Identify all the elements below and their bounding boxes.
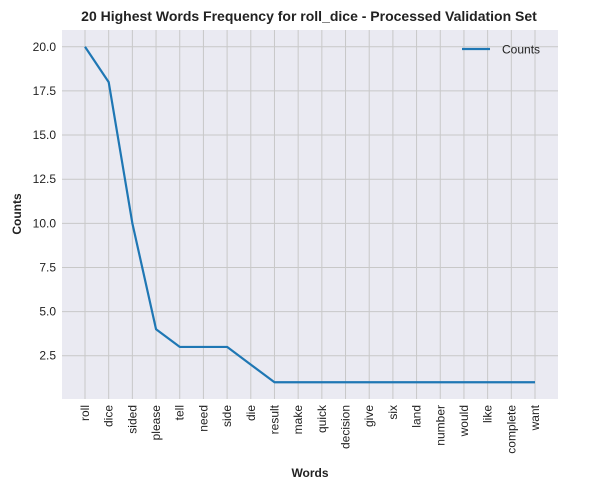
x-tick-label: number [433,405,447,446]
x-tick-label: like [481,405,495,423]
y-tick-label: 7.5 [39,260,56,274]
y-tick-label: 5.0 [39,305,56,319]
x-tick-label: six [386,405,400,420]
x-tick-label: please [149,405,163,441]
x-tick-label: want [528,404,542,431]
legend: Counts [462,43,540,57]
y-tick-label: 10.0 [33,216,57,230]
x-tick-label: side [220,405,234,427]
x-tick-label: complete [504,405,518,454]
x-tick-label: dice [102,405,116,427]
x-tick-label: would [457,405,471,437]
y-tick-label: 2.5 [39,349,56,363]
x-tick-label: tell [173,405,187,420]
y-tick-label: 15.0 [33,128,57,142]
y-axis-label: Counts [10,193,24,235]
y-tick-label: 20.0 [33,40,57,54]
x-tick-label: quick [315,404,329,433]
x-gridlines [84,30,536,399]
chart-title: 20 Highest Words Frequency for roll_dice… [81,8,537,24]
series-group [84,46,535,384]
x-tick-label: result [267,404,281,434]
x-axis-label: Words [291,466,328,480]
series-line-counts [84,46,535,384]
x-tick-label: need [196,405,210,432]
x-tick-label: sided [125,405,139,434]
x-tick-label: decision [339,405,353,449]
x-tick-label: roll [78,405,92,421]
x-tick-label: give [362,405,376,427]
y-tick-label: 12.5 [33,172,57,186]
x-tick-label: die [244,405,258,421]
legend-label-counts: Counts [502,43,540,57]
y-tick-labels: 2.5 5.0 7.5 10.0 12.5 15.0 17.5 20.0 [33,40,57,363]
x-tick-labels: roll dice sided please tell need side die result… [78,404,542,454]
y-tick-label: 17.5 [33,84,57,98]
x-tick-label: land [410,405,424,428]
x-tick-label: make [291,405,305,435]
y-gridlines [62,46,558,357]
plot-area [62,30,558,399]
